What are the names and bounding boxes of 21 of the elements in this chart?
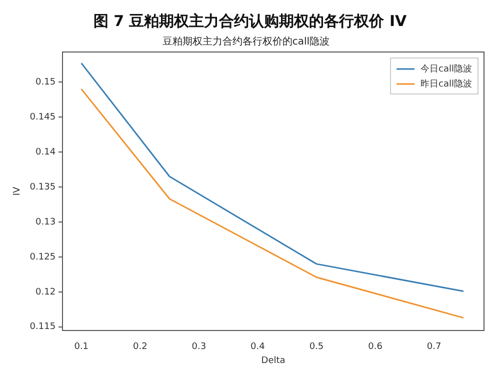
y-tick-label: 0.135 bbox=[30, 182, 56, 192]
x-tick-label: 0.6 bbox=[368, 342, 383, 352]
y-tick-label: 0.15 bbox=[36, 77, 56, 88]
y-axis-title: IV bbox=[12, 186, 23, 196]
x-tick-label: 0.5 bbox=[309, 342, 324, 352]
y-tick-label: 0.13 bbox=[36, 217, 56, 228]
chart-title: 图 7 豆粕期权主力合约认购期权的各行权价 IV bbox=[92, 11, 408, 32]
x-axis-title: Delta bbox=[261, 356, 286, 366]
x-tick-label: 0.1 bbox=[74, 342, 89, 352]
x-tick-label: 0.2 bbox=[132, 342, 148, 352]
y-tick-label: 0.12 bbox=[36, 287, 56, 298]
x-tick-label: 0.7 bbox=[426, 342, 442, 352]
legend-label: 昨日call隐波 bbox=[420, 78, 472, 90]
chart-subtitle: 豆粕期权主力合约各行权价的call隐波 bbox=[162, 36, 330, 48]
x-tick-label: 0.3 bbox=[192, 342, 206, 352]
legend-label: 今日call隐波 bbox=[420, 63, 472, 74]
y-tick-label: 0.14 bbox=[36, 147, 56, 158]
y-tick-label: 0.125 bbox=[30, 252, 56, 262]
y-tick-label: 0.145 bbox=[30, 112, 56, 122]
x-tick-label: 0.4 bbox=[250, 342, 266, 352]
y-tick-label: 0.115 bbox=[30, 322, 56, 332]
